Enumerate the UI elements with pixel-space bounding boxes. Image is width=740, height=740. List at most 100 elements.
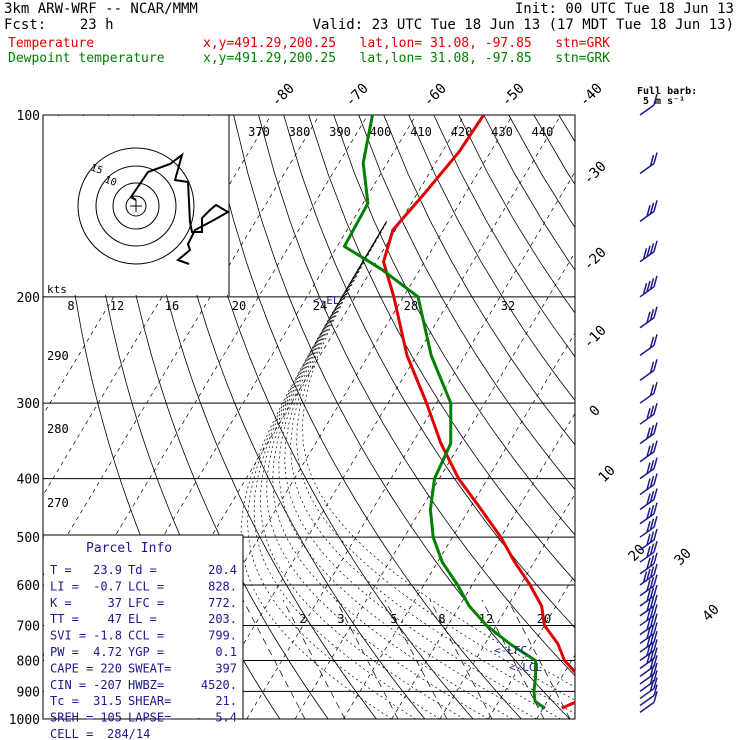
dry-adiabat [533, 115, 575, 186]
isotherm-label: -40 [577, 81, 606, 110]
dry-adiabat [258, 115, 575, 677]
pressure-tick-label: 400 [17, 473, 40, 488]
temperature-location: x,y=491.29,200.25 lat,lon= 31.08, -97.85… [203, 36, 610, 51]
parcel-label: SHEAR= [128, 694, 171, 708]
hodograph: 15 10 kts [44, 115, 230, 296]
upper-scale-label: 12 [110, 299, 124, 313]
parcel-value: 5.4 [215, 711, 237, 725]
wind-barb [639, 515, 658, 538]
isotherm-line [53, 115, 417, 719]
moist-adiabat [290, 221, 575, 714]
isotherm-line [43, 115, 320, 577]
pressure-tick-label: 700 [17, 619, 40, 634]
dewpoint-profile [342, 115, 546, 710]
pressure-tick-label: 200 [17, 291, 40, 306]
wind-barb [639, 584, 658, 607]
moist-adiabat [272, 221, 513, 719]
wind-barb [639, 552, 658, 575]
parcel-label: SWEAT= [128, 661, 171, 675]
parcel-label: CELL = [50, 727, 93, 740]
temperature-profile [382, 115, 575, 710]
theta-e-label: 430 [491, 125, 513, 139]
dry-adiabat [584, 115, 740, 719]
upper-scale-label: 28 [404, 299, 418, 313]
wind-barb [639, 622, 658, 645]
parcel-label: Tc = [50, 694, 79, 708]
valid-time: Valid: 23 UTC Tue 18 Jun 13 (17 MDT Tue … [312, 17, 734, 33]
dry-adiabat [158, 115, 426, 719]
temperature-legend-label: Temperature [8, 36, 95, 51]
mixing-ratio-line [335, 599, 399, 719]
pressure-tick-label: 500 [17, 531, 40, 546]
mixing-ratio-label: 2 [299, 612, 306, 626]
isotherm-label: 0 [587, 403, 604, 420]
parcel-value: 20.4 [208, 563, 237, 577]
wind-barb [639, 647, 658, 670]
moist-adiabat [284, 221, 561, 719]
parcel-value: 47 [108, 612, 122, 626]
wind-barb [639, 359, 658, 381]
parcel-label: LAPSE= [128, 711, 171, 725]
moist-adiabat [253, 221, 441, 719]
mixing-ratio-line [507, 599, 571, 719]
wind-barbs [639, 93, 658, 713]
isotherm-line [536, 654, 575, 719]
isotherm-label: -80 [269, 81, 298, 110]
wind-barb [639, 457, 658, 480]
parcel-label: CAPE = [50, 661, 93, 675]
parcel-value: 4.72 [93, 645, 122, 659]
isotherm-line [439, 493, 575, 719]
parcel-value: 799. [208, 629, 237, 643]
wind-barb [639, 473, 658, 496]
theta-e-label: 370 [248, 125, 270, 139]
wind-barb [639, 440, 658, 463]
upper-scale-label: 20 [232, 299, 246, 313]
wind-barb [639, 422, 658, 445]
pressure-tick-label: 1000 [9, 713, 40, 728]
dry-adiabat [433, 115, 575, 358]
wind-barb [639, 93, 658, 116]
parcel-label: YGP = [128, 645, 164, 659]
isotherm-line [391, 412, 575, 719]
parcel-info-title: Parcel Info [86, 541, 172, 556]
isotherm-label: 20 [626, 542, 649, 565]
parcel-value: 105 [100, 711, 122, 725]
moist-adiabat [240, 221, 392, 719]
theta-e-label: 440 [532, 125, 554, 139]
wind-legend-title: Full barb: [637, 86, 697, 97]
forecast-hour: Fcst: 23 h [4, 17, 114, 33]
parcel-label: T = [50, 563, 72, 577]
dewpoint-legend-label: Dewpoint temperature [8, 51, 165, 66]
wind-barb [639, 488, 658, 511]
wind-barb [639, 639, 658, 662]
isotherm-line [487, 573, 575, 719]
adiabat-label: 290 [47, 349, 69, 363]
dry-adiabat [183, 115, 474, 719]
wind-barb [639, 604, 658, 627]
parcel-value: 21. [215, 694, 237, 708]
mixing-ratio-line [429, 599, 493, 719]
parcel-value: -0.7 [93, 579, 122, 593]
upper-scale-label: 8 [67, 299, 74, 313]
wind-barb [639, 670, 658, 692]
wind-barb [639, 275, 658, 298]
mixing-ratio-label: 8 [438, 612, 445, 626]
dry-adiabat [308, 115, 575, 582]
wind-barb [639, 677, 658, 700]
mixing-ratio-line [282, 599, 346, 719]
wind-barb [639, 691, 658, 713]
wind-barb [639, 240, 658, 263]
theta-e-label: 410 [410, 125, 432, 139]
dry-adiabat [133, 115, 377, 719]
dry-adiabat [208, 115, 522, 719]
theta-e-label: 400 [370, 125, 392, 139]
parcel-label: SREH = [50, 711, 93, 725]
upper-scale-label: 24 [313, 299, 327, 313]
parcel-value: 220 [100, 661, 122, 675]
moist-adiabat [296, 221, 575, 701]
parcel-label: Td = [128, 563, 157, 577]
parcel-label: SVI = [50, 629, 86, 643]
isotherm-label: 30 [672, 546, 695, 569]
parcel-value: 828. [208, 579, 237, 593]
wind-barb [639, 402, 658, 425]
